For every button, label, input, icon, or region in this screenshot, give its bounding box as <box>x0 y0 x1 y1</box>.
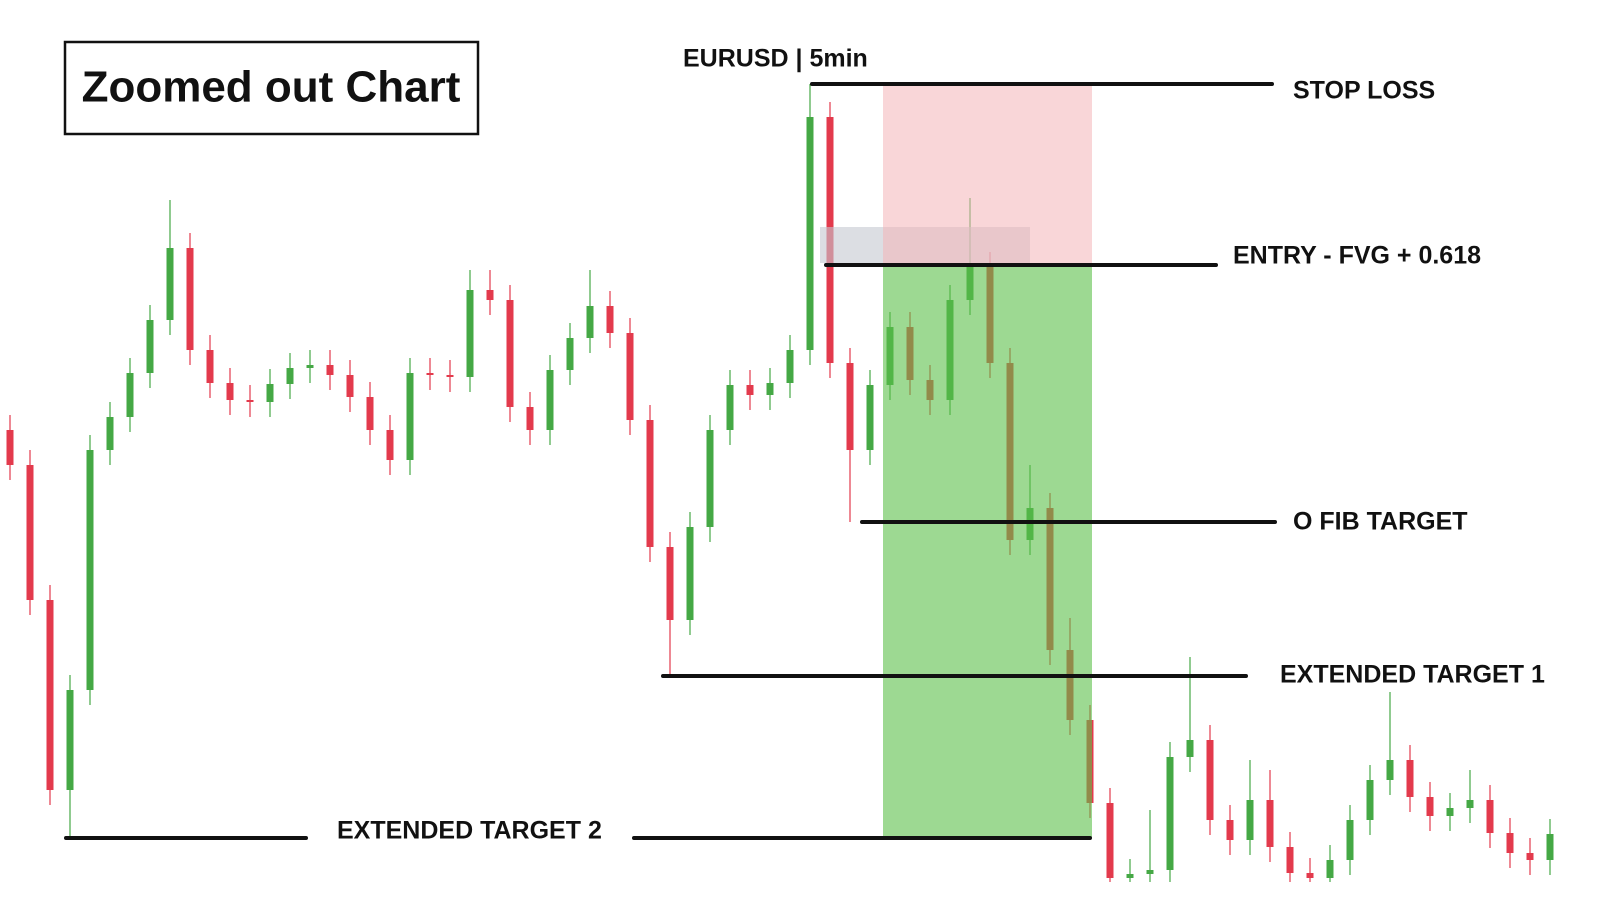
candle-body <box>726 385 734 430</box>
candle-body <box>1166 757 1174 870</box>
candle-body <box>1246 800 1254 840</box>
zones <box>820 84 1092 838</box>
candle-body <box>1426 797 1434 816</box>
candle-body <box>386 430 394 460</box>
candle-body <box>1286 847 1294 873</box>
level-label: STOP LOSS <box>1293 77 1435 105</box>
candle-body <box>86 450 94 690</box>
candle-body <box>326 365 334 375</box>
levels: STOP LOSS ENTRY - FVG + 0.618 O FIB TARGET… <box>64 77 1545 845</box>
title-box <box>63 40 480 136</box>
candle-body <box>746 385 754 395</box>
candle-body <box>66 690 74 790</box>
candle-body <box>706 430 714 527</box>
candle-body <box>486 290 494 300</box>
candle-body <box>1466 800 1474 808</box>
candle-body <box>1386 760 1394 780</box>
candle-body <box>1366 780 1374 820</box>
candle-body <box>166 248 174 320</box>
candle-body <box>646 420 654 547</box>
chart-title: Zoomed out Chart <box>82 63 461 112</box>
candle-body <box>526 407 534 430</box>
risk-zone <box>883 84 1092 265</box>
candle-body <box>846 363 854 450</box>
candle-body <box>1206 740 1214 820</box>
candle-body <box>106 417 114 450</box>
candle-body <box>546 370 554 430</box>
candle-body <box>606 306 614 333</box>
candle-body <box>46 600 54 790</box>
candle-body <box>446 375 454 377</box>
level-label: ENTRY - FVG + 0.618 <box>1233 242 1481 270</box>
candle-body <box>1266 800 1274 847</box>
candle-body <box>366 397 374 430</box>
candle-body <box>1506 833 1514 853</box>
candle-body <box>6 430 14 465</box>
candle-body <box>1306 873 1314 878</box>
candle-body <box>346 375 354 397</box>
candle-body <box>266 384 274 402</box>
candle-body <box>1186 740 1194 757</box>
candle-body <box>286 368 294 384</box>
candle-body <box>1146 870 1154 874</box>
level-label: O FIB TARGET <box>1293 508 1468 536</box>
candle-body <box>226 383 234 400</box>
candle-body <box>1126 874 1134 878</box>
candle-body <box>786 350 794 383</box>
candle-body <box>1546 834 1554 860</box>
candle-body <box>246 400 254 402</box>
candle-body <box>766 383 774 395</box>
candle-body <box>666 547 674 620</box>
candle-body <box>586 306 594 338</box>
candle-body <box>506 300 514 407</box>
candle-body <box>406 373 414 460</box>
candle-body <box>306 365 314 368</box>
candle-body <box>866 385 874 450</box>
candle-body <box>466 290 474 377</box>
candle-body <box>1526 853 1534 860</box>
candle-body <box>1106 803 1114 878</box>
candle-body <box>126 373 134 417</box>
candle-body <box>186 248 194 350</box>
candle-body <box>206 350 214 383</box>
candle-body <box>26 465 34 600</box>
candle-body <box>686 527 694 620</box>
candle-body <box>1346 820 1354 860</box>
level-label: EXTENDED TARGET 2 <box>337 817 602 845</box>
candle-body <box>566 338 574 370</box>
candle-body <box>1226 820 1234 840</box>
reward-zone <box>883 265 1092 838</box>
candle-body <box>806 117 814 350</box>
candle-body <box>1446 808 1454 816</box>
candle-body <box>626 333 634 420</box>
candle-body <box>426 373 434 375</box>
candle-body <box>1406 760 1414 797</box>
level-label: EXTENDED TARGET 1 <box>1280 661 1545 689</box>
chart-subtitle: EURUSD | 5min <box>683 45 868 73</box>
candle-body <box>146 320 154 373</box>
candle-body <box>1486 800 1494 833</box>
candle-body <box>1326 860 1334 878</box>
